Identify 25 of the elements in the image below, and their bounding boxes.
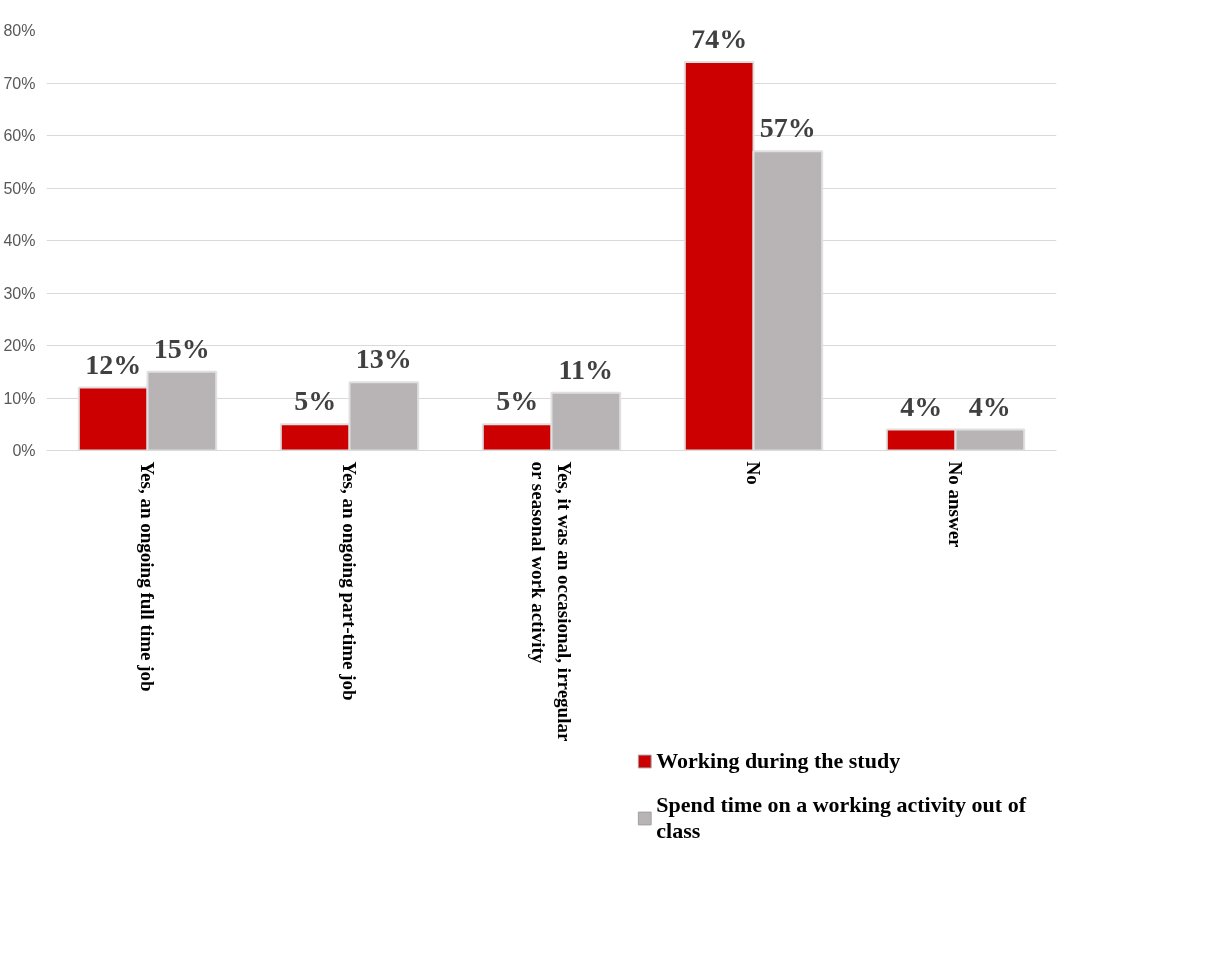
data-label: 11% [558,353,614,385]
y-tick-label: 10% [3,389,36,407]
data-label: 5% [294,385,337,417]
y-tick-label: 70% [3,74,36,92]
data-label: 13% [355,343,412,375]
y-tick-label: 80% [3,22,36,39]
y-tick-label: 60% [3,127,36,144]
data-label: 15% [153,332,210,364]
legend-label: Spend time on a working activity out of class [656,792,1026,844]
y-tick-label: 20% [3,337,36,354]
y-tick-label: 0% [12,442,36,459]
y-tick-label: 40% [3,232,36,249]
legend-label: Working during the study [656,748,901,774]
data-label: 4% [968,390,1011,422]
data-label: 57% [759,112,816,144]
data-label: 4% [900,390,943,422]
data-label: 5% [496,385,539,417]
x-tick-label: Yes, it was an occasional, irregular or seasonal work activity [528,461,575,742]
x-tick-label: Yes, an ongoing part-time job [339,461,360,701]
x-tick-label: Yes, an ongoing full time job [137,461,158,692]
data-label: 12% [85,348,142,380]
y-tick-label: 50% [3,179,36,197]
x-tick-label: No [743,461,764,485]
y-tick-label: 30% [3,284,36,302]
x-tick-label: No answer [945,461,966,549]
